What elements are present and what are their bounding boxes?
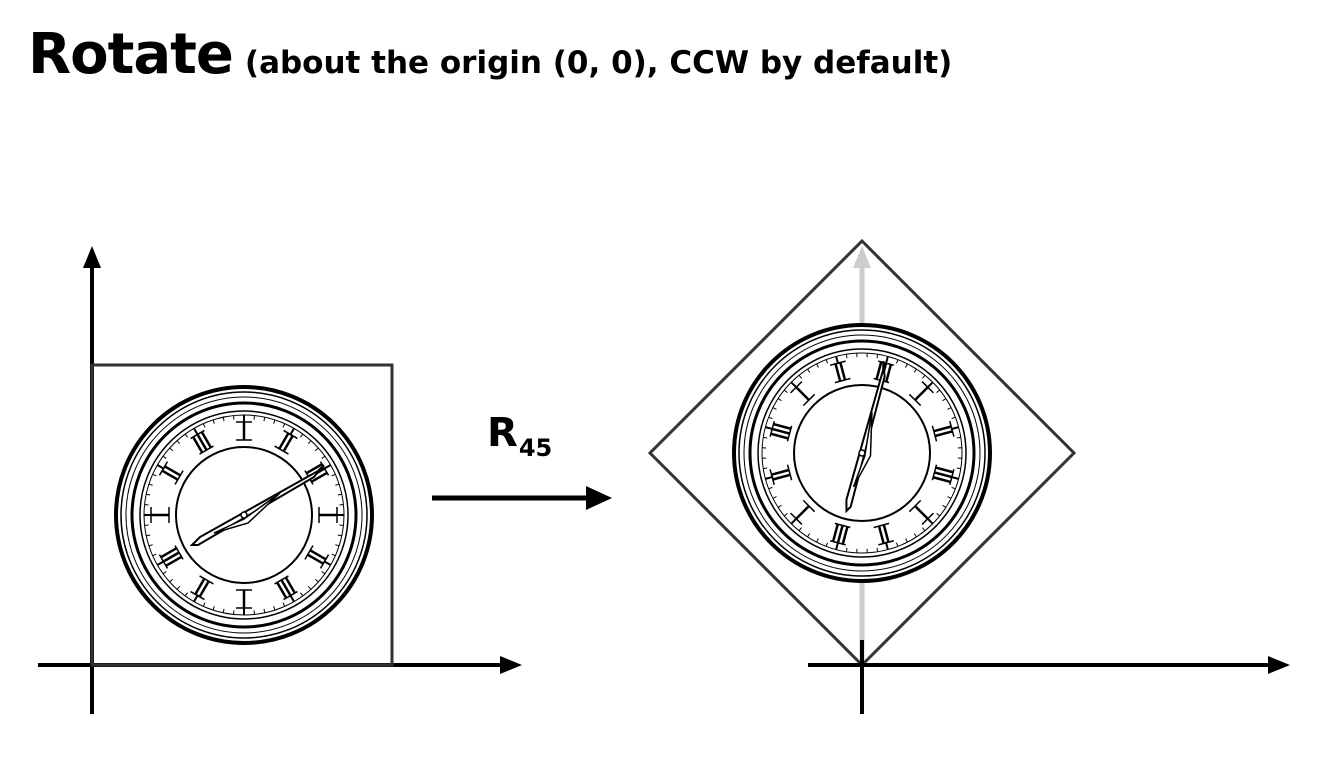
ghost-y-axis-arrowhead [853,246,871,268]
y-axis-arrowhead [83,246,101,268]
operator-symbol: R [487,410,518,456]
rotated-x-axis-arrowhead [1268,656,1290,674]
operator-angle: 45 [518,434,553,462]
rotated-clock-face-icon [681,272,1043,634]
right-arrow-icon [432,486,612,510]
x-axis-arrowhead [500,656,522,674]
rotated-image-frame [647,238,1077,668]
original-figure [38,246,522,714]
page-title: Rotate (about the origin (0, 0), CCW by d… [28,22,952,87]
title-main: Rotate [28,22,234,87]
rotation-operator-label: R45 [487,410,552,462]
image-frame [90,363,394,667]
rotated-figure [647,238,1290,714]
clock-face-icon [114,385,374,645]
title-subtitle: (about the origin (0, 0), CCW by default… [244,45,953,81]
